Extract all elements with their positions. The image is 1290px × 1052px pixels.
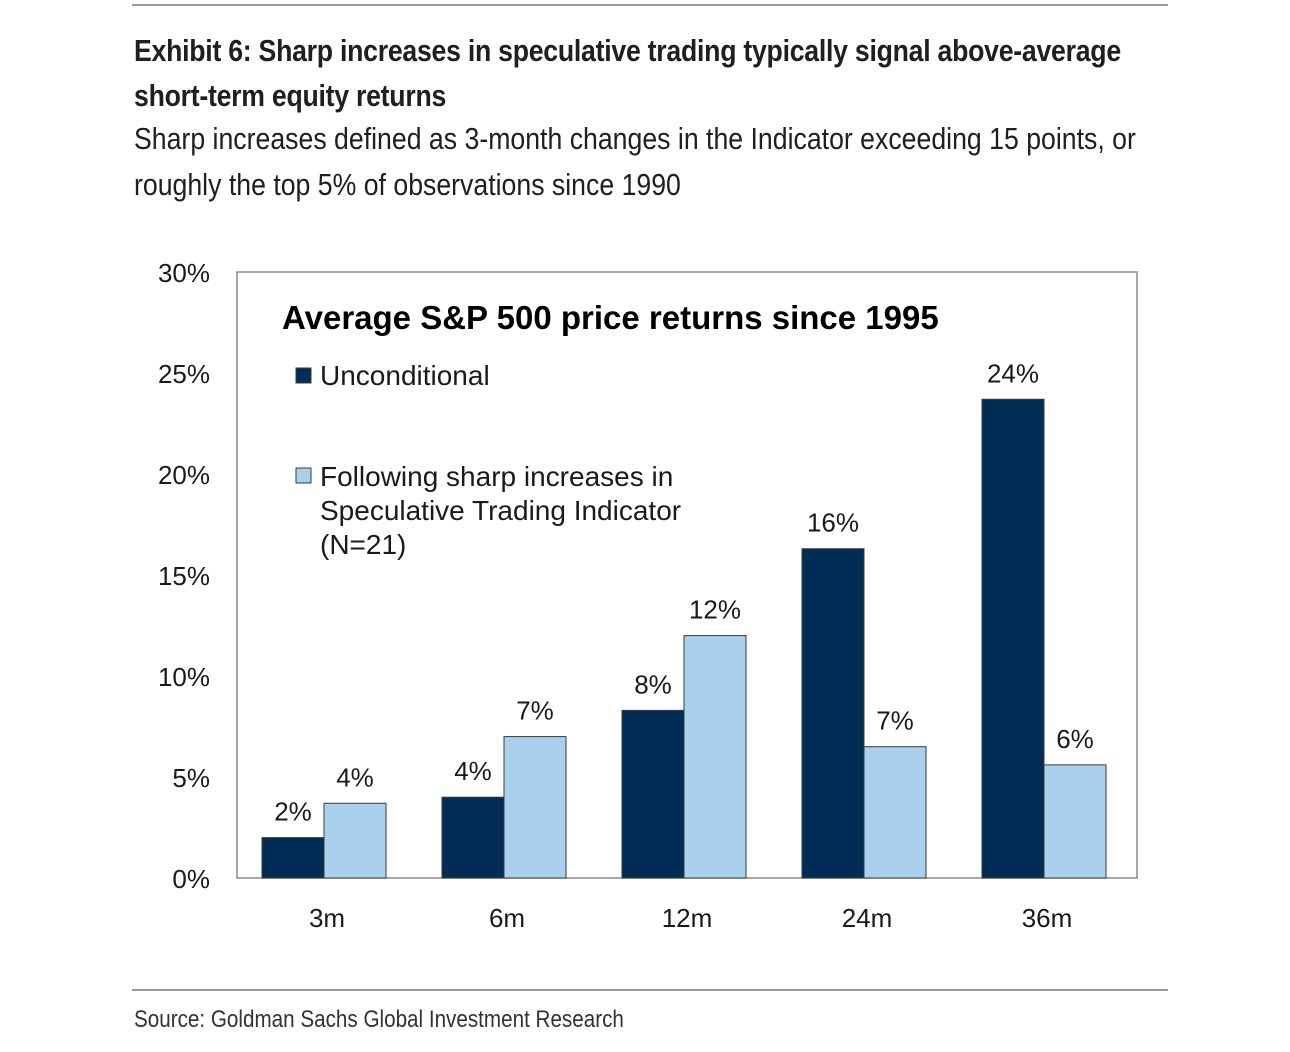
bar-value-label: 7% bbox=[516, 696, 554, 726]
chart-title: Average S&P 500 price returns since 1995 bbox=[282, 299, 939, 336]
bar bbox=[323, 802, 387, 879]
y-tick-label: 0% bbox=[172, 864, 210, 894]
legend-label: (N=21) bbox=[320, 529, 406, 560]
bar-value-label: 7% bbox=[876, 706, 914, 736]
bar bbox=[863, 746, 927, 879]
bottom-rule bbox=[132, 989, 1168, 991]
bar bbox=[441, 796, 505, 879]
legend-swatch bbox=[295, 467, 312, 484]
y-tick-label: 25% bbox=[158, 359, 210, 389]
bar bbox=[683, 635, 747, 879]
y-tick-label: 30% bbox=[158, 258, 210, 288]
x-tick-label: 24m bbox=[842, 903, 893, 933]
bar-value-label: 24% bbox=[987, 358, 1039, 388]
x-tick-label: 12m bbox=[662, 903, 713, 933]
legend-label: Following sharp increases in bbox=[320, 461, 673, 492]
bar-value-label: 16% bbox=[807, 508, 859, 538]
bar bbox=[981, 398, 1045, 879]
bar bbox=[1043, 764, 1107, 879]
x-axis: 3m 6m 12m 24m 36m bbox=[309, 903, 1072, 933]
x-tick-label: 6m bbox=[489, 903, 525, 933]
bar-value-label: 4% bbox=[336, 762, 374, 792]
y-axis: 0% 5% 10% 15% 20% 25% 30% bbox=[158, 258, 210, 894]
bar-labels: 2% 4% 4% 7% 8% 12% 16% 7% 24% 6% bbox=[274, 358, 1094, 826]
top-rule bbox=[132, 4, 1168, 6]
y-tick-label: 20% bbox=[158, 460, 210, 490]
legend-label: Unconditional bbox=[320, 360, 490, 391]
x-tick-label: 3m bbox=[309, 903, 345, 933]
legend-label: Speculative Trading Indicator bbox=[320, 495, 681, 526]
legend-swatch bbox=[295, 367, 312, 384]
x-tick-label: 36m bbox=[1022, 903, 1073, 933]
legend: Unconditional Following sharp increases i… bbox=[295, 360, 681, 560]
bar-value-label: 12% bbox=[689, 595, 741, 625]
exhibit-subtitle: Sharp increases defined as 3-month chang… bbox=[134, 121, 1136, 202]
y-tick-label: 5% bbox=[172, 763, 210, 793]
bar-value-label: 6% bbox=[1056, 724, 1094, 754]
exhibit-title: Exhibit 6: Sharp increases in speculativ… bbox=[134, 33, 1121, 113]
source-note: Source: Goldman Sachs Global Investment … bbox=[134, 1006, 624, 1033]
bar bbox=[621, 709, 685, 879]
bar-value-label: 2% bbox=[274, 797, 312, 827]
bar bbox=[503, 736, 567, 879]
bar bbox=[801, 548, 865, 879]
bar bbox=[261, 837, 325, 879]
bar-value-label: 4% bbox=[454, 756, 492, 786]
y-tick-label: 10% bbox=[158, 662, 210, 692]
y-tick-label: 15% bbox=[158, 561, 210, 591]
bar-value-label: 8% bbox=[634, 669, 672, 699]
bars bbox=[261, 398, 1107, 879]
